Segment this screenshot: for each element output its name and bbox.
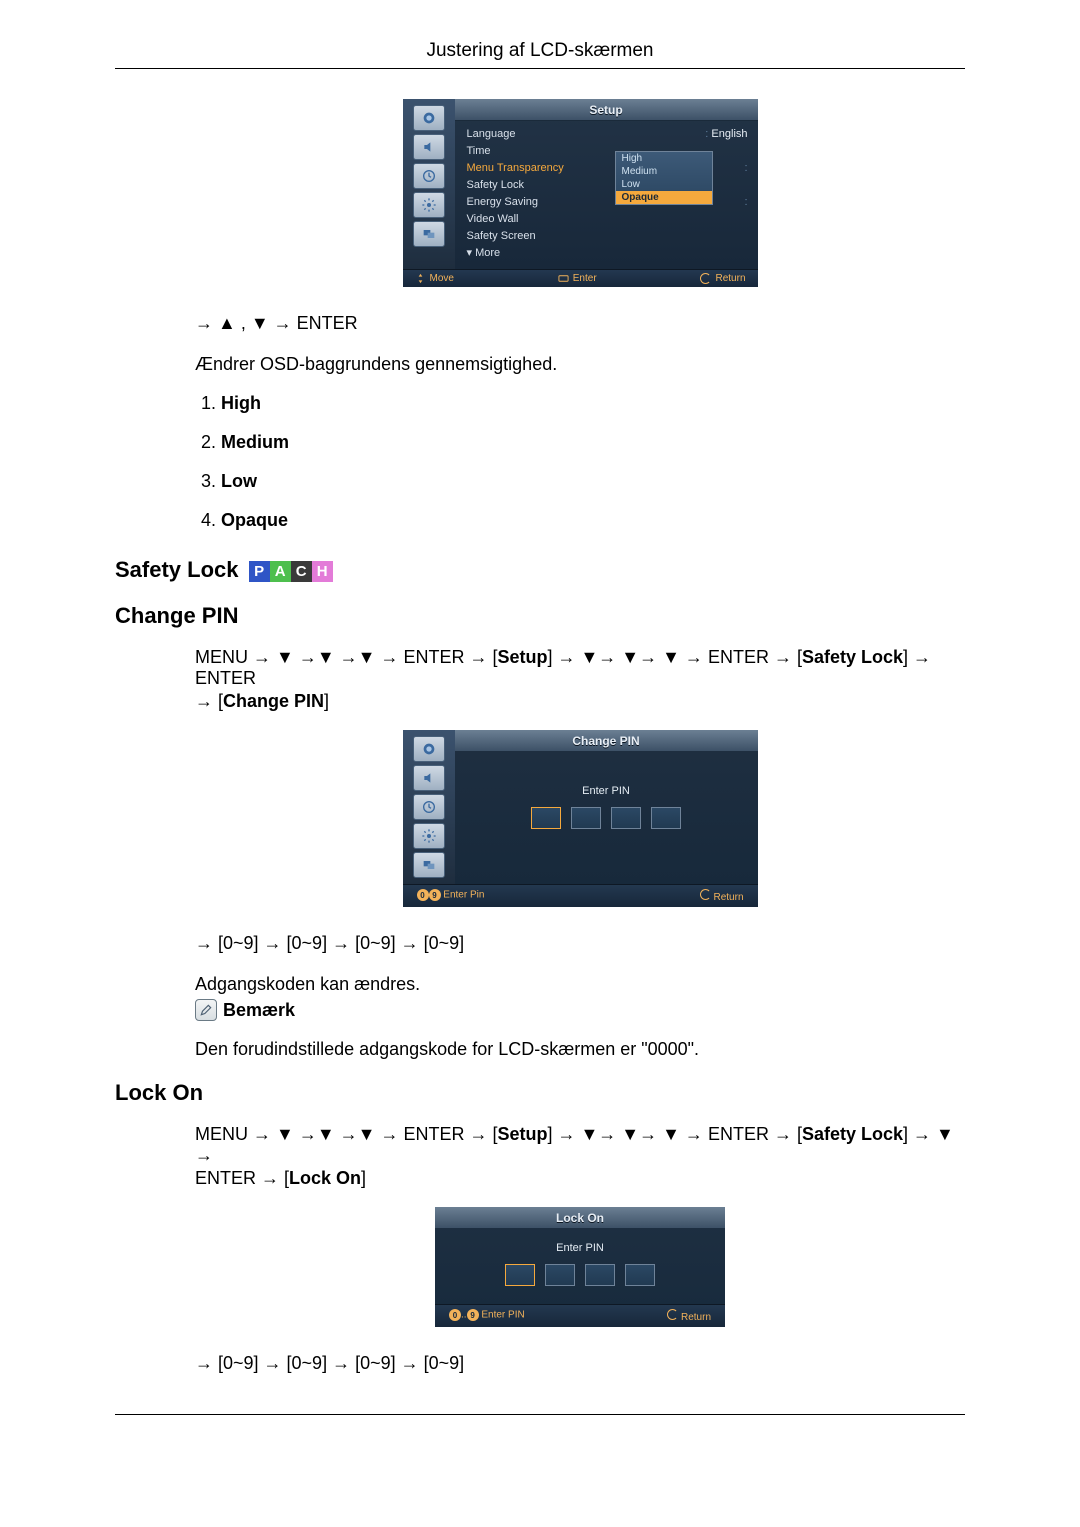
change-pin-nav: MENU → ▼ →▼ →▼ → ENTER → [Setup] → ▼→ ▼→… — [195, 647, 965, 689]
note-icon — [195, 999, 217, 1021]
sidebar-icon-picture — [413, 736, 445, 762]
pin-row — [531, 807, 681, 829]
pin-box-3 — [611, 807, 641, 829]
osd-bottom-return: Return — [700, 273, 745, 284]
lockon-pin-2 — [545, 1264, 575, 1286]
osd-sidebar — [403, 99, 455, 269]
transparency-dropdown: High Medium Low Opaque — [615, 151, 713, 205]
osd-bottom-move: Move — [415, 273, 454, 284]
osd-setup-title: Setup — [455, 99, 758, 121]
badge-h: H — [312, 561, 333, 582]
pin-box-4 — [651, 807, 681, 829]
osd-change-pin: Change PIN Enter PIN 09 — [403, 730, 758, 907]
osd-lock-on-title: Lock On — [435, 1207, 725, 1228]
lockon-pin-4 — [625, 1264, 655, 1286]
osd-row-video-wall: Video Wall — [467, 210, 748, 227]
lockon-pin-3 — [585, 1264, 615, 1286]
transparency-options: High Medium Low Opaque — [195, 393, 965, 531]
note-row: Bemærk — [195, 999, 965, 1021]
osd3-bottom-enter: 0..9 Enter PIN — [449, 1309, 525, 1323]
lockon-pin-1 — [505, 1264, 535, 1286]
osd2-bottom-enter: 09 Enter Pin — [417, 889, 485, 903]
osd2-bottom-return: Return — [700, 889, 744, 903]
change-pin-heading: Change PIN — [115, 603, 965, 629]
badge-a: A — [270, 561, 291, 582]
badge-c: C — [291, 561, 312, 582]
lockon-pin-nav: → [0~9] → [0~9] → [0~9] → [0~9] — [195, 1353, 965, 1374]
osd-row-more: ▾ More — [467, 244, 748, 261]
top-rule — [115, 68, 965, 69]
badge-p: P — [249, 561, 270, 582]
enter-pin-label: Enter PIN — [582, 785, 630, 797]
sidebar-icon-setup — [413, 823, 445, 849]
dd-opaque: Opaque — [616, 191, 712, 204]
pin-box-2 — [571, 807, 601, 829]
osd-lock-on: Lock On Enter PIN 0..9 Enter PIN Return — [435, 1207, 725, 1327]
note-text: Den forudindstillede adgangskode for LCD… — [195, 1039, 965, 1060]
pin-nav: → [0~9] → [0~9] → [0~9] → [0~9] — [195, 933, 965, 954]
dd-medium: Medium — [616, 165, 712, 178]
password-change-text: Adgangskoden kan ændres. — [195, 974, 965, 995]
pin-box-1 — [531, 807, 561, 829]
osd-change-pin-title: Change PIN — [455, 730, 758, 751]
sidebar-icon-sound — [413, 765, 445, 791]
lock-on-heading: Lock On — [115, 1080, 965, 1106]
transparency-desc: Ændrer OSD-baggrundens gennemsigtighed. — [195, 354, 965, 375]
dd-high: High — [616, 152, 712, 165]
osd3-bottom-return: Return — [667, 1309, 711, 1323]
sidebar-icon-multi — [413, 221, 445, 247]
change-pin-nav-2: → [Change PIN] — [195, 691, 965, 712]
lockon-enter-pin-label: Enter PIN — [556, 1242, 604, 1254]
lock-on-nav: MENU → ▼ →▼ →▼ → ENTER → [Setup] → ▼→ ▼→… — [195, 1124, 965, 1166]
sidebar-icon-setup — [413, 192, 445, 218]
lock-on-nav-2: ENTER → [Lock On] — [195, 1168, 965, 1189]
opt-high: High — [221, 393, 965, 414]
dd-low: Low — [616, 178, 712, 191]
page-title: Justering af LCD-skærmen — [115, 40, 965, 62]
sidebar-icon-picture — [413, 105, 445, 131]
osd-bottom-enter: Enter — [558, 273, 597, 284]
mode-badges: P A C H — [249, 561, 333, 582]
sidebar-icon-multi — [413, 852, 445, 878]
osd-setup: Setup Language: English Time Menu Transp… — [403, 99, 758, 287]
lockon-pin-row — [505, 1264, 655, 1286]
osd-row-safety-screen: Safety Screen — [467, 227, 748, 244]
sidebar-icon-clock — [413, 163, 445, 189]
safety-lock-heading: Safety Lock P A C H — [115, 557, 965, 583]
note-label: Bemærk — [223, 1000, 295, 1021]
opt-low: Low — [221, 471, 965, 492]
opt-opaque: Opaque — [221, 510, 965, 531]
osd2-sidebar — [403, 730, 455, 884]
sidebar-icon-sound — [413, 134, 445, 160]
osd-row-language: Language: English — [467, 125, 748, 142]
opt-medium: Medium — [221, 432, 965, 453]
sidebar-icon-clock — [413, 794, 445, 820]
nav-transparency: → ▲ , ▼ → ENTER — [195, 313, 965, 334]
bottom-rule — [115, 1414, 965, 1415]
